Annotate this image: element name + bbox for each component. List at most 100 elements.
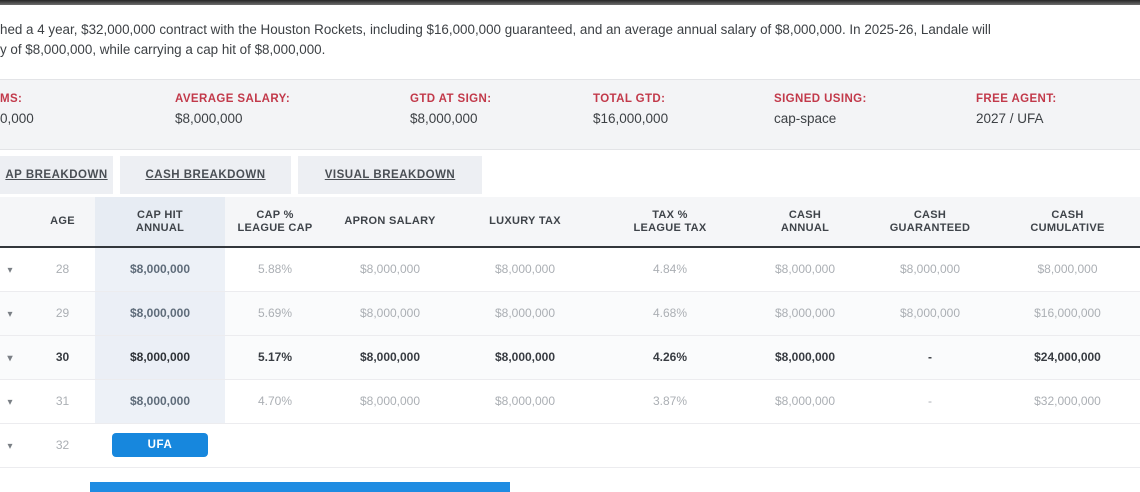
cap-hit-cell: $8,000,000 bbox=[95, 247, 225, 292]
row-expand-caret-icon[interactable]: ▾ bbox=[7, 441, 13, 452]
cash-annual-cell: $8,000,000 bbox=[745, 335, 865, 380]
tab-cap-breakdown[interactable]: AP BREAKDOWN bbox=[0, 156, 113, 194]
header-age: AGE bbox=[30, 197, 95, 248]
cash-guaranteed-cell: $8,000,000 bbox=[865, 291, 995, 336]
cap-pct-cell: 5.69% bbox=[225, 291, 325, 336]
stat-label: TOTAL GTD: bbox=[593, 93, 666, 105]
stat-label: MS: bbox=[0, 93, 23, 105]
header-label: ANNUAL bbox=[780, 221, 830, 234]
header-label: APRON SALARY bbox=[344, 215, 436, 227]
tab-cash-breakdown[interactable]: CASH BREAKDOWN bbox=[120, 156, 291, 194]
tab-label: VISUAL BREAKDOWN bbox=[324, 169, 456, 181]
cap-pct-cell: 5.88% bbox=[225, 247, 325, 292]
cash-guaranteed-cell: - bbox=[865, 335, 995, 380]
stat-total-gtd: TOTAL GTD: $16,000,000 bbox=[593, 93, 668, 126]
table-row: ▾ 32 UFA bbox=[0, 423, 1140, 468]
cash-cumulative-cell: $32,000,000 bbox=[995, 379, 1140, 424]
cap-pct-cell: 4.70% bbox=[225, 379, 325, 424]
header-label: ANNUAL bbox=[135, 221, 185, 234]
luxury-tax-cell bbox=[455, 423, 595, 468]
tax-pct-cell: 4.84% bbox=[595, 247, 745, 292]
cash-annual-cell: $8,000,000 bbox=[745, 291, 865, 336]
luxury-tax-cell: $8,000,000 bbox=[455, 335, 595, 380]
header-cash-guaranteed: CASH GUARANTEED bbox=[865, 197, 995, 248]
cash-breakdown-table: AGE CAP HIT ANNUAL CAP % LEAGUE CAP APRO… bbox=[0, 197, 1140, 468]
year-cell: ▾ bbox=[0, 335, 30, 380]
cash-cumulative-cell: $24,000,000 bbox=[995, 335, 1140, 380]
cash-annual-cell bbox=[745, 423, 865, 468]
stat-signed-using: SIGNED USING: cap-space bbox=[774, 93, 867, 126]
cash-annual-cell: $8,000,000 bbox=[745, 247, 865, 292]
summary-stats-strip: MS: 0,000 AVERAGE SALARY: $8,000,000 GTD… bbox=[0, 79, 1140, 150]
apron-salary-cell: $8,000,000 bbox=[325, 335, 455, 380]
age-cell: 28 bbox=[30, 247, 95, 292]
apron-salary-cell: $8,000,000 bbox=[325, 379, 455, 424]
header-luxury-tax: LUXURY TAX bbox=[455, 197, 595, 248]
age-cell: 32 bbox=[30, 423, 95, 468]
luxury-tax-cell: $8,000,000 bbox=[455, 379, 595, 424]
row-expand-caret-icon[interactable]: ▾ bbox=[7, 265, 13, 277]
row-expand-caret-icon[interactable]: ▾ bbox=[7, 353, 13, 364]
tab-label: AP BREAKDOWN bbox=[5, 169, 108, 181]
header-cap-hit-annual: CAP HIT ANNUAL bbox=[95, 197, 225, 248]
tax-pct-cell bbox=[595, 423, 745, 468]
year-cell: ▾ bbox=[0, 247, 30, 292]
age-cell: 30 bbox=[30, 335, 95, 380]
cash-cumulative-cell: $8,000,000 bbox=[995, 247, 1140, 292]
ufa-button[interactable]: UFA bbox=[112, 433, 208, 457]
header-tax-pct-league-tax: TAX % LEAGUE TAX bbox=[595, 197, 745, 248]
stat-average-salary: AVERAGE SALARY: $8,000,000 bbox=[175, 93, 290, 126]
tax-pct-cell: 4.68% bbox=[595, 291, 745, 336]
table-row-current-season: ▾ 30 $8,000,000 5.17% $8,000,000 $8,000,… bbox=[0, 335, 1140, 380]
paragraph-line-1: hed a 4 year, $32,000,000 contract with … bbox=[0, 22, 991, 37]
header-label: CAP HIT bbox=[137, 208, 183, 221]
table-row: ▾ 31 $8,000,000 4.70% $8,000,000 $8,000,… bbox=[0, 379, 1140, 424]
stat-value: $16,000,000 bbox=[593, 111, 669, 126]
cap-hit-cell: $8,000,000 bbox=[95, 335, 225, 380]
header-cap-pct-league-cap: CAP % LEAGUE CAP bbox=[225, 197, 325, 248]
cap-pct-cell bbox=[225, 423, 325, 468]
header-cash-cumulative: CASH CUMULATIVE bbox=[995, 197, 1140, 248]
header-label: GUARANTEED bbox=[889, 221, 971, 234]
age-cell: 29 bbox=[30, 291, 95, 336]
header-cash-annual: CASH ANNUAL bbox=[745, 197, 865, 248]
header-year bbox=[0, 197, 30, 248]
cap-hit-cell: $8,000,000 bbox=[95, 379, 225, 424]
row-expand-caret-icon[interactable]: ▾ bbox=[7, 397, 13, 408]
stat-terms: MS: 0,000 bbox=[0, 93, 34, 126]
stat-value: $8,000,000 bbox=[410, 111, 478, 126]
header-label: TAX % bbox=[652, 208, 688, 221]
stat-value: 0,000 bbox=[0, 111, 34, 126]
cap-pct-cell: 5.17% bbox=[225, 335, 325, 380]
cash-cumulative-cell bbox=[995, 423, 1140, 468]
contract-summary-paragraph: hed a 4 year, $32,000,000 contract with … bbox=[0, 20, 1140, 60]
top-edge-bar bbox=[0, 0, 1140, 5]
table-header-row: AGE CAP HIT ANNUAL CAP % LEAGUE CAP APRO… bbox=[0, 197, 1140, 248]
cash-annual-cell: $8,000,000 bbox=[745, 379, 865, 424]
luxury-tax-cell: $8,000,000 bbox=[455, 291, 595, 336]
header-label: CASH bbox=[1051, 208, 1084, 221]
header-label: CUMULATIVE bbox=[1030, 221, 1105, 234]
cash-guaranteed-cell: $8,000,000 bbox=[865, 247, 995, 292]
header-label: AGE bbox=[50, 215, 75, 227]
header-label: LEAGUE TAX bbox=[633, 221, 707, 234]
stat-label: FREE AGENT: bbox=[976, 93, 1057, 105]
tab-label: CASH BREAKDOWN bbox=[145, 169, 266, 181]
luxury-tax-cell: $8,000,000 bbox=[455, 247, 595, 292]
table-row: ▾ 29 $8,000,000 5.69% $8,000,000 $8,000,… bbox=[0, 291, 1140, 336]
row-expand-caret-icon[interactable]: ▾ bbox=[7, 309, 13, 320]
header-label: CASH bbox=[788, 208, 822, 221]
bottom-partial-blue-bar bbox=[90, 482, 510, 492]
apron-salary-cell bbox=[325, 423, 455, 468]
apron-salary-cell: $8,000,000 bbox=[325, 247, 455, 292]
cap-hit-cell: UFA bbox=[95, 423, 225, 468]
stat-label: AVERAGE SALARY: bbox=[175, 93, 291, 105]
header-label: LUXURY TAX bbox=[489, 215, 561, 227]
stat-label: SIGNED USING: bbox=[774, 93, 867, 105]
tab-visual-breakdown[interactable]: VISUAL BREAKDOWN bbox=[298, 156, 482, 194]
year-cell: ▾ bbox=[0, 423, 30, 468]
stat-value: cap-space bbox=[774, 111, 837, 126]
paragraph-line-2: y of $8,000,000, while carrying a cap hi… bbox=[0, 42, 326, 57]
stat-value: $8,000,000 bbox=[175, 111, 243, 126]
